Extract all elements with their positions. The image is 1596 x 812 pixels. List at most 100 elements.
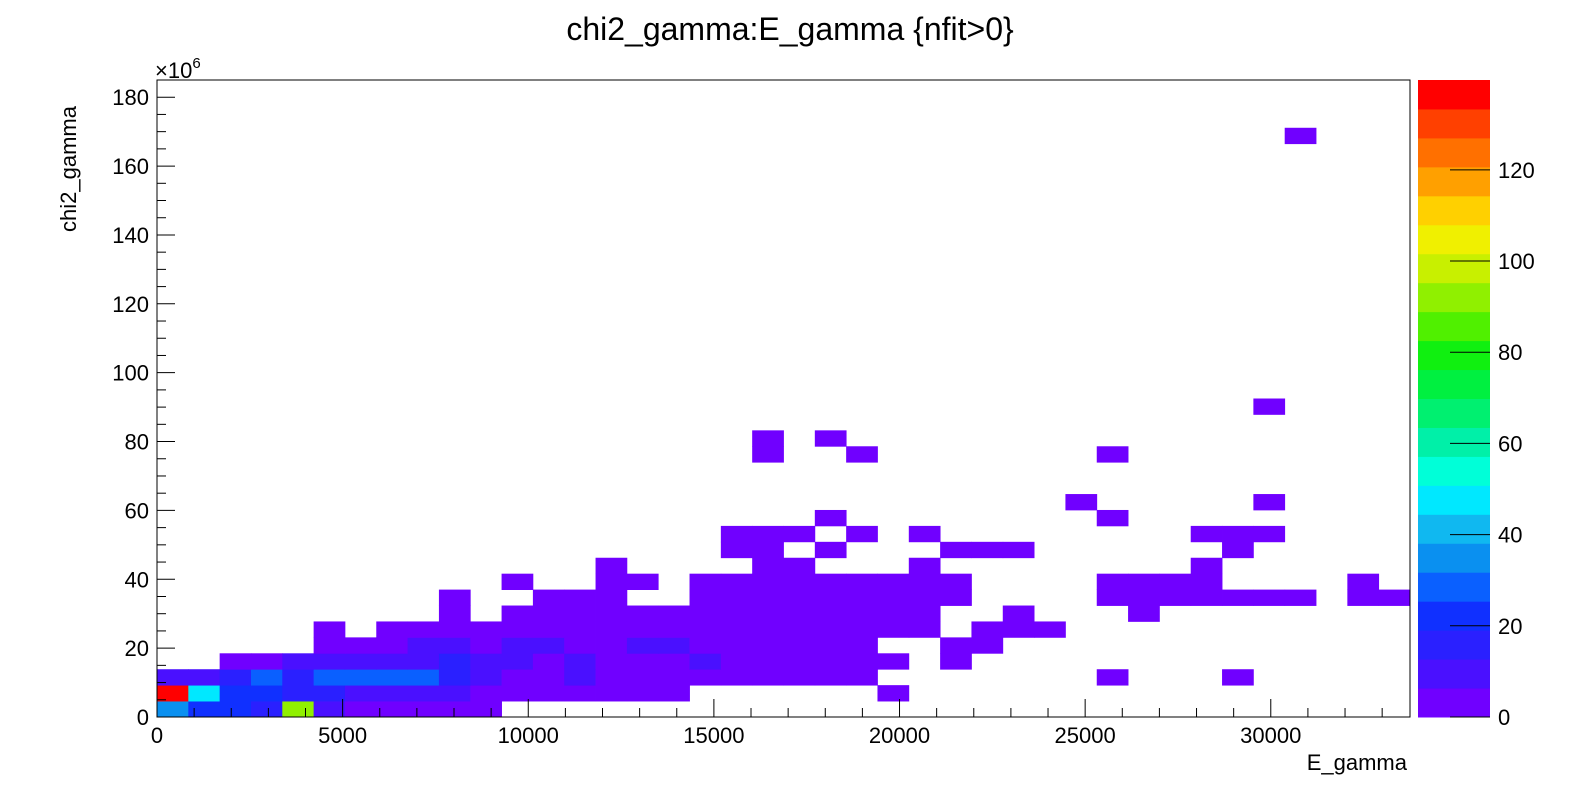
heatmap-cell	[470, 621, 502, 638]
heatmap-cell	[752, 605, 784, 622]
x-tick-label: 10000	[498, 723, 559, 748]
heatmap-cell	[626, 621, 659, 638]
heatmap-cell	[908, 589, 941, 606]
heatmap-cell	[1253, 398, 1286, 415]
heatmap-cell	[814, 637, 847, 654]
heatmap-cell	[752, 446, 784, 463]
heatmap-cell	[940, 573, 972, 590]
y-tick-label: 180	[112, 85, 149, 110]
heatmap-cell	[438, 637, 471, 654]
heatmap-cell	[470, 701, 502, 718]
heatmap-cell	[720, 669, 753, 686]
heatmap-cell	[564, 685, 596, 702]
z-tick-label: 0	[1498, 705, 1510, 730]
heatmap-cell	[752, 430, 784, 447]
heatmap-cell	[971, 541, 1004, 559]
heatmap-cell	[564, 605, 596, 622]
y-tick-label: 0	[137, 705, 149, 730]
heatmap-cell	[501, 685, 534, 702]
heatmap-cell	[1253, 494, 1286, 511]
heatmap-cell	[752, 573, 784, 590]
y-tick-label: 140	[112, 223, 149, 248]
heatmap-cell	[658, 605, 690, 622]
heatmap-cell	[720, 637, 753, 654]
y-tick-label: 80	[125, 430, 149, 455]
heatmap-cell	[219, 685, 252, 702]
heatmap-cell	[1128, 589, 1160, 606]
heatmap-cell	[595, 557, 628, 575]
heatmap-cell	[595, 605, 628, 622]
heatmap-cell	[595, 669, 628, 686]
z-tick-label: 120	[1498, 158, 1535, 183]
z-tick-label: 20	[1498, 614, 1522, 639]
heatmap-cell	[157, 701, 189, 718]
x-tick-label: 0	[151, 723, 163, 748]
palette-band	[1418, 659, 1490, 689]
heatmap-cell	[626, 573, 659, 590]
heatmap-cell	[1378, 589, 1411, 606]
palette-band	[1418, 572, 1490, 602]
heatmap-cell	[219, 669, 252, 686]
palette-band	[1418, 137, 1490, 168]
heatmap-cell	[720, 589, 753, 606]
heatmap-cell	[470, 637, 502, 654]
heatmap-cell	[658, 653, 690, 670]
heatmap-cell	[908, 573, 941, 590]
heatmap-cell	[438, 653, 471, 670]
heatmap-cell	[783, 525, 816, 543]
heatmap-cell	[282, 685, 315, 702]
heatmap-cell	[532, 621, 565, 638]
palette-band	[1418, 311, 1490, 342]
heatmap-cell	[313, 669, 346, 686]
heatmap-cell	[908, 557, 941, 575]
heatmap-cell	[595, 589, 628, 606]
heatmap-cell	[501, 605, 534, 622]
heatmap-cell	[532, 685, 565, 702]
heatmap-cell	[1222, 541, 1254, 559]
heatmap-cell	[1253, 589, 1286, 606]
heatmap-cell	[1128, 573, 1160, 590]
heatmap-cell	[720, 573, 753, 590]
heatmap-cell	[313, 637, 346, 654]
heatmap-cell	[971, 621, 1004, 638]
heatmap-cell	[689, 589, 722, 606]
palette-band	[1418, 485, 1490, 515]
heatmap-cell	[313, 653, 346, 670]
heatmap-cell	[1096, 669, 1129, 686]
heatmap-cell	[1222, 525, 1254, 543]
heatmap-cell	[846, 525, 878, 543]
heatmap-cell	[282, 701, 315, 718]
heatmap-cell	[940, 541, 972, 559]
heatmap-cell	[814, 669, 847, 686]
palette-band	[1418, 514, 1490, 544]
heatmap-cell	[1253, 525, 1286, 543]
heatmap-cell	[783, 605, 816, 622]
y-axis-title: chi2_gamma	[56, 105, 81, 232]
heatmap-cell	[532, 605, 565, 622]
heatmap-cell	[1065, 494, 1098, 511]
heatmap-cell	[783, 557, 816, 575]
heatmap-cell	[313, 621, 346, 638]
heatmap-cell	[438, 685, 471, 702]
heatmap-cell	[814, 605, 847, 622]
heatmap-cell	[814, 541, 847, 559]
heatmap-cell	[626, 669, 659, 686]
heatmap-cell	[752, 653, 784, 670]
heatmap-cell	[689, 637, 722, 654]
heatmap-cell	[846, 653, 878, 670]
heatmap-cell	[814, 589, 847, 606]
heatmap-cell	[877, 653, 910, 670]
heatmap-cell	[438, 669, 471, 686]
heatmap-cell	[752, 669, 784, 686]
heatmap-cell	[595, 573, 628, 590]
heatmap-cell	[689, 669, 722, 686]
heatmap-cell	[689, 621, 722, 638]
heatmap-cell	[219, 701, 252, 718]
plot-frame	[156, 79, 1411, 718]
heatmap-cell	[720, 541, 753, 559]
heatmap-cell	[626, 685, 659, 702]
heatmap-cell	[783, 637, 816, 654]
y-axis-ticks: 0 20 40 60 80 100 120 140 160 180	[112, 79, 175, 730]
heatmap-cell	[250, 701, 283, 718]
